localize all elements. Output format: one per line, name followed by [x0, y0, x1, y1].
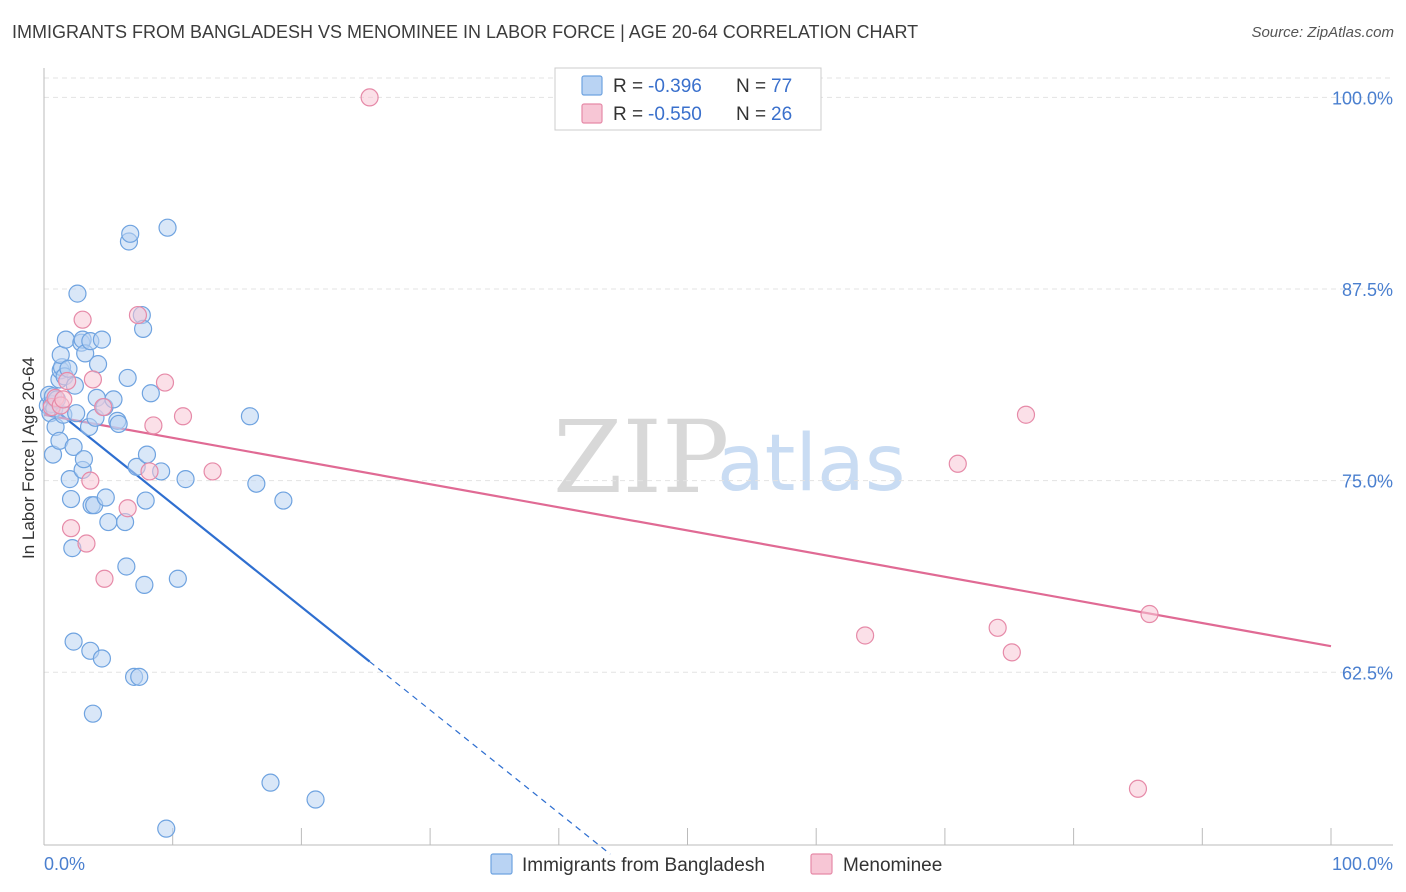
bangladesh-point-28	[74, 450, 93, 469]
bangladesh-trend-line	[43, 400, 371, 663]
y-axis-title: In Labor Force | Age 20-64	[19, 357, 38, 559]
bangladesh-point-62	[240, 407, 260, 426]
bangladesh-point-60	[168, 569, 187, 588]
bangladesh-point-23	[67, 404, 86, 423]
menominee-point-4	[58, 371, 77, 391]
bangladesh-point-36	[88, 355, 108, 374]
menominee-point-15	[144, 416, 163, 435]
legend-r-label-0: R =	[613, 76, 643, 97]
y-tick-labels: 62.5% 75.0% 87.5% 100.0%	[1332, 88, 1393, 683]
menominee-point-22	[988, 618, 1007, 637]
y-tick-label-3: 100.0%	[1332, 88, 1393, 108]
bangladesh-point-59	[158, 218, 177, 237]
trend-lines	[43, 400, 1332, 855]
menominee-point-8	[81, 471, 100, 490]
bangladesh-point-69	[261, 773, 280, 792]
menominee-point-21	[948, 454, 967, 473]
x-tick-label-1: 100.0%	[1332, 854, 1393, 874]
bangladesh-point-64	[274, 491, 293, 510]
menominee-point-3	[54, 390, 73, 409]
data-points	[38, 88, 1159, 838]
bangladesh-point-70	[306, 790, 325, 809]
menominee-point-20	[856, 626, 875, 645]
menominee-point-19	[360, 88, 379, 107]
source-label: Source: ZipAtlas.com	[1251, 24, 1394, 41]
bangladesh-point-57	[141, 384, 160, 403]
bangladesh-trend-extension	[369, 661, 611, 855]
menominee-point-16	[155, 373, 175, 392]
bangladesh-point-18	[60, 470, 79, 489]
grid	[44, 77, 1393, 673]
menominee-point-25	[1128, 779, 1148, 798]
series-legend-label-menominee: Menominee	[843, 855, 942, 876]
legend-swatch-menominee	[581, 103, 603, 124]
menominee-point-17	[173, 407, 193, 426]
menominee-point-14	[140, 462, 159, 481]
legend-n-label-1: N =	[736, 104, 766, 125]
menominee-point-18	[203, 462, 222, 481]
menominee-point-13	[128, 305, 148, 325]
series-legend-swatch-menominee	[810, 853, 833, 875]
watermark-atlas: atlas	[717, 419, 906, 509]
menominee-point-23	[1002, 643, 1021, 662]
menominee-trend-line	[43, 413, 1332, 648]
bangladesh-point-19	[61, 489, 81, 509]
x-tick-label-0: 0.0%	[44, 854, 85, 874]
legend-r-value-1: -0.550	[648, 104, 702, 125]
legend-n-label-0: N =	[736, 76, 766, 97]
y-tick-label-1: 75.0%	[1342, 472, 1393, 492]
bangladesh-point-56	[137, 445, 157, 464]
menominee-point-12	[118, 499, 137, 518]
series-legend: Immigrants from Bangladesh Menominee	[490, 853, 942, 876]
bangladesh-point-71	[157, 819, 176, 838]
bangladesh-point-45	[117, 557, 136, 576]
watermark-zip: ZIP	[553, 399, 729, 516]
menominee-point-10	[94, 397, 113, 417]
bangladesh-point-21	[64, 437, 83, 457]
bangladesh-point-61	[176, 470, 195, 489]
bangladesh-point-55	[136, 491, 155, 510]
x-tick-labels: 0.0% 100.0%	[44, 854, 1393, 874]
watermark: ZIP atlas	[553, 399, 906, 516]
series-legend-label-bangladesh: Immigrants from Bangladesh	[522, 855, 765, 876]
menominee-point-24	[1016, 405, 1036, 424]
menominee-point-6	[73, 310, 92, 329]
stats-legend: R = -0.396 N = 77 R = -0.550 N = 26	[554, 67, 822, 131]
bangladesh-point-63	[247, 474, 266, 493]
menominee-point-9	[83, 370, 103, 389]
menominee-point-5	[61, 519, 81, 538]
bangladesh-point-37	[92, 330, 112, 349]
menominee-point-11	[95, 569, 114, 588]
bangladesh-point-65	[64, 632, 83, 651]
bangladesh-point-39	[96, 488, 115, 507]
bangladesh-point-51	[130, 667, 149, 686]
bangladesh-point-48	[121, 224, 140, 243]
series-legend-swatch-bangladesh	[490, 853, 513, 875]
legend-r-value-0: -0.396	[648, 76, 702, 97]
menominee-point-26	[1140, 604, 1159, 624]
chart-title: IMMIGRANTS FROM BANGLADESH VS MENOMINEE …	[12, 22, 919, 42]
bangladesh-point-46	[118, 368, 137, 388]
y-tick-label-0: 62.5%	[1342, 663, 1393, 683]
legend-swatch-bangladesh	[581, 75, 603, 96]
bangladesh-point-15	[56, 330, 75, 349]
legend-n-value-1: 26	[771, 104, 792, 125]
bangladesh-point-67	[92, 649, 112, 668]
legend-n-value-0: 77	[771, 76, 792, 97]
bangladesh-point-40	[99, 512, 118, 532]
bangladesh-point-24	[68, 284, 87, 303]
y-tick-label-2: 87.5%	[1342, 280, 1393, 300]
bangladesh-point-68	[83, 704, 103, 723]
menominee-point-7	[77, 534, 96, 553]
bangladesh-point-43	[109, 414, 128, 434]
bangladesh-point-54	[135, 575, 154, 594]
x-ticks	[43, 828, 1332, 845]
legend-r-label-1: R =	[613, 104, 643, 125]
axes	[43, 68, 1393, 846]
